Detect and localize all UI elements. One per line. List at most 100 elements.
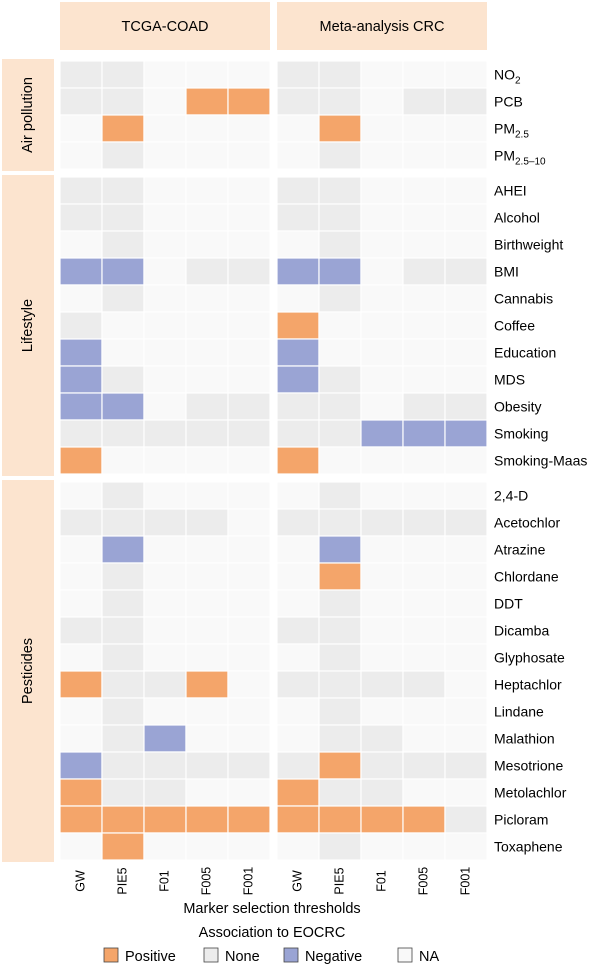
heatmap-cell bbox=[276, 589, 320, 618]
column-tick-label: F001 bbox=[241, 867, 255, 896]
heatmap-cell bbox=[185, 616, 229, 645]
heatmap-cell bbox=[402, 481, 446, 510]
heatmap-cell bbox=[185, 365, 229, 394]
heatmap-cell bbox=[143, 446, 187, 475]
legend-item: None bbox=[203, 947, 260, 965]
heatmap-cell bbox=[227, 535, 271, 564]
heatmap-cell bbox=[143, 114, 187, 143]
heatmap-cell bbox=[143, 284, 187, 313]
panel-header: Meta-analysis CRC bbox=[320, 19, 445, 35]
heatmap-cell bbox=[276, 778, 320, 807]
heatmap-cell bbox=[143, 257, 187, 286]
heatmap-cell bbox=[360, 562, 404, 591]
heatmap-cell bbox=[185, 392, 229, 421]
heatmap-cell bbox=[227, 392, 271, 421]
heatmap-cell bbox=[101, 535, 145, 564]
heatmap-cell bbox=[402, 230, 446, 259]
row-label: Mesotrione bbox=[494, 758, 563, 774]
column-tick-label: F005 bbox=[199, 867, 213, 896]
heatmap-cell bbox=[318, 670, 362, 699]
group-label: Pesticides bbox=[20, 638, 36, 704]
heatmap-cell bbox=[318, 203, 362, 232]
heatmap-cell bbox=[143, 419, 187, 448]
heatmap-cell bbox=[143, 616, 187, 645]
heatmap-cell bbox=[143, 203, 187, 232]
row-label: Atrazine bbox=[494, 542, 546, 558]
heatmap-cell bbox=[185, 751, 229, 780]
heatmap-cell bbox=[444, 419, 488, 448]
heatmap-cell bbox=[318, 392, 362, 421]
heatmap-cell bbox=[101, 562, 145, 591]
heatmap-cell bbox=[143, 832, 187, 861]
heatmap-cell bbox=[227, 257, 271, 286]
column-tick-label: PIE5 bbox=[332, 867, 346, 894]
heatmap-cell bbox=[444, 284, 488, 313]
heatmap-cell bbox=[360, 60, 404, 89]
heatmap-cell bbox=[101, 284, 145, 313]
heatmap-cell bbox=[318, 419, 362, 448]
heatmap-cell bbox=[227, 114, 271, 143]
row-label: Birthweight bbox=[494, 237, 563, 253]
heatmap-cell bbox=[227, 751, 271, 780]
heatmap-cell bbox=[360, 203, 404, 232]
heatmap-cell bbox=[276, 257, 320, 286]
heatmap-cell bbox=[143, 508, 187, 537]
heatmap-cell bbox=[227, 284, 271, 313]
heatmap-cell bbox=[276, 670, 320, 699]
heatmap-cell bbox=[318, 230, 362, 259]
row-label: DDT bbox=[494, 596, 523, 612]
heatmap-cell bbox=[360, 778, 404, 807]
row-label: Smoking-Maas bbox=[494, 453, 587, 469]
heatmap-cell bbox=[360, 87, 404, 116]
heatmap-cell bbox=[444, 365, 488, 394]
heatmap-cell bbox=[101, 670, 145, 699]
heatmap-cell bbox=[59, 60, 103, 89]
heatmap-cell bbox=[185, 589, 229, 618]
heatmap-cell bbox=[227, 419, 271, 448]
heatmap-cell bbox=[318, 697, 362, 726]
heatmap-cell bbox=[143, 778, 187, 807]
legend-label: Negative bbox=[305, 949, 362, 965]
heatmap-cell bbox=[318, 616, 362, 645]
heatmap-cell bbox=[276, 311, 320, 340]
row-label: PM2.5 bbox=[494, 121, 529, 141]
heatmap-cell bbox=[143, 60, 187, 89]
row-label: Picloram bbox=[494, 812, 548, 828]
heatmap-cell bbox=[402, 446, 446, 475]
heatmap-cell bbox=[185, 778, 229, 807]
heatmap-cell bbox=[143, 311, 187, 340]
panel-header-bg bbox=[277, 2, 487, 50]
heatmap-cell bbox=[444, 257, 488, 286]
heatmap-cell bbox=[318, 365, 362, 394]
legend-swatch bbox=[203, 947, 219, 963]
heatmap-cell bbox=[402, 257, 446, 286]
heatmap-cell bbox=[59, 751, 103, 780]
heatmap-cell bbox=[227, 365, 271, 394]
heatmap-cell bbox=[276, 724, 320, 753]
heatmap-cell bbox=[143, 643, 187, 672]
heatmap-cell bbox=[227, 203, 271, 232]
heatmap-cell bbox=[318, 311, 362, 340]
heatmap-cell bbox=[59, 589, 103, 618]
heatmap-cell bbox=[276, 535, 320, 564]
heatmap-cell bbox=[444, 481, 488, 510]
heatmap-cell bbox=[360, 697, 404, 726]
heatmap-cell bbox=[227, 832, 271, 861]
heatmap-cell bbox=[444, 87, 488, 116]
row-label: NO2 bbox=[494, 67, 521, 87]
heatmap-cell bbox=[402, 616, 446, 645]
heatmap-cell bbox=[185, 562, 229, 591]
heatmap-cell bbox=[185, 697, 229, 726]
heatmap-cell bbox=[59, 230, 103, 259]
heatmap-cell bbox=[318, 832, 362, 861]
heatmap-cell bbox=[276, 562, 320, 591]
heatmap-cell bbox=[360, 257, 404, 286]
row-label: Dicamba bbox=[494, 623, 549, 639]
heatmap-cell bbox=[185, 311, 229, 340]
heatmap-cell bbox=[444, 724, 488, 753]
heatmap-cell bbox=[402, 724, 446, 753]
heatmap-cell bbox=[143, 481, 187, 510]
heatmap-cell bbox=[143, 670, 187, 699]
heatmap-cell bbox=[59, 392, 103, 421]
heatmap-cell bbox=[444, 203, 488, 232]
